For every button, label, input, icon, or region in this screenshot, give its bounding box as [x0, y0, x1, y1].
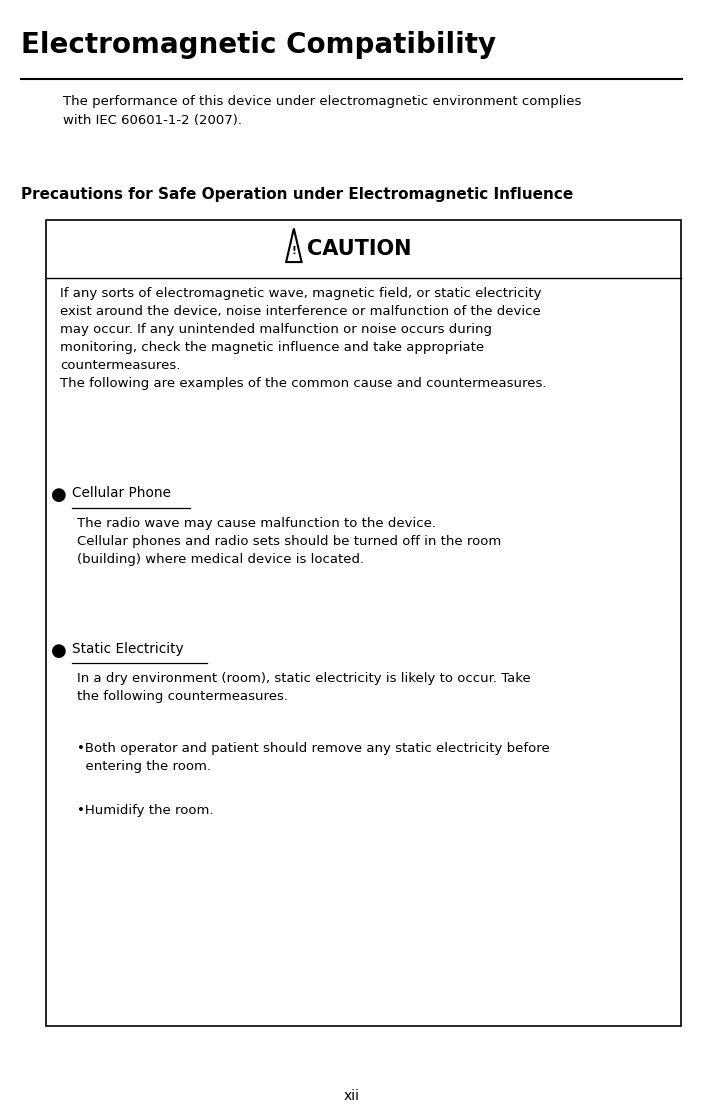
Text: •Humidify the room.: •Humidify the room. [77, 804, 214, 817]
Text: Electromagnetic Compatibility: Electromagnetic Compatibility [21, 31, 496, 59]
Text: If any sorts of electromagnetic wave, magnetic field, or static electricity
exis: If any sorts of electromagnetic wave, ma… [60, 287, 546, 390]
Text: Precautions for Safe Operation under Electromagnetic Influence: Precautions for Safe Operation under Ele… [21, 187, 574, 201]
Text: In a dry environment (room), static electricity is likely to occur. Take
the fol: In a dry environment (room), static elec… [77, 672, 531, 703]
Text: •Both operator and patient should remove any static electricity before
  enterin: •Both operator and patient should remove… [77, 742, 550, 774]
Text: CAUTION: CAUTION [307, 239, 412, 259]
Text: ●: ● [51, 486, 66, 504]
Text: ●: ● [51, 642, 66, 660]
Bar [46, 220, 681, 1026]
Text: xii: xii [344, 1089, 359, 1102]
Text: Cellular Phone: Cellular Phone [72, 486, 172, 501]
Text: The radio wave may cause malfunction to the device.
Cellular phones and radio se: The radio wave may cause malfunction to … [77, 517, 501, 566]
Text: !: ! [292, 246, 296, 256]
Text: The performance of this device under electromagnetic environment complies
with I: The performance of this device under ele… [63, 95, 581, 126]
Text: Static Electricity: Static Electricity [72, 642, 184, 656]
